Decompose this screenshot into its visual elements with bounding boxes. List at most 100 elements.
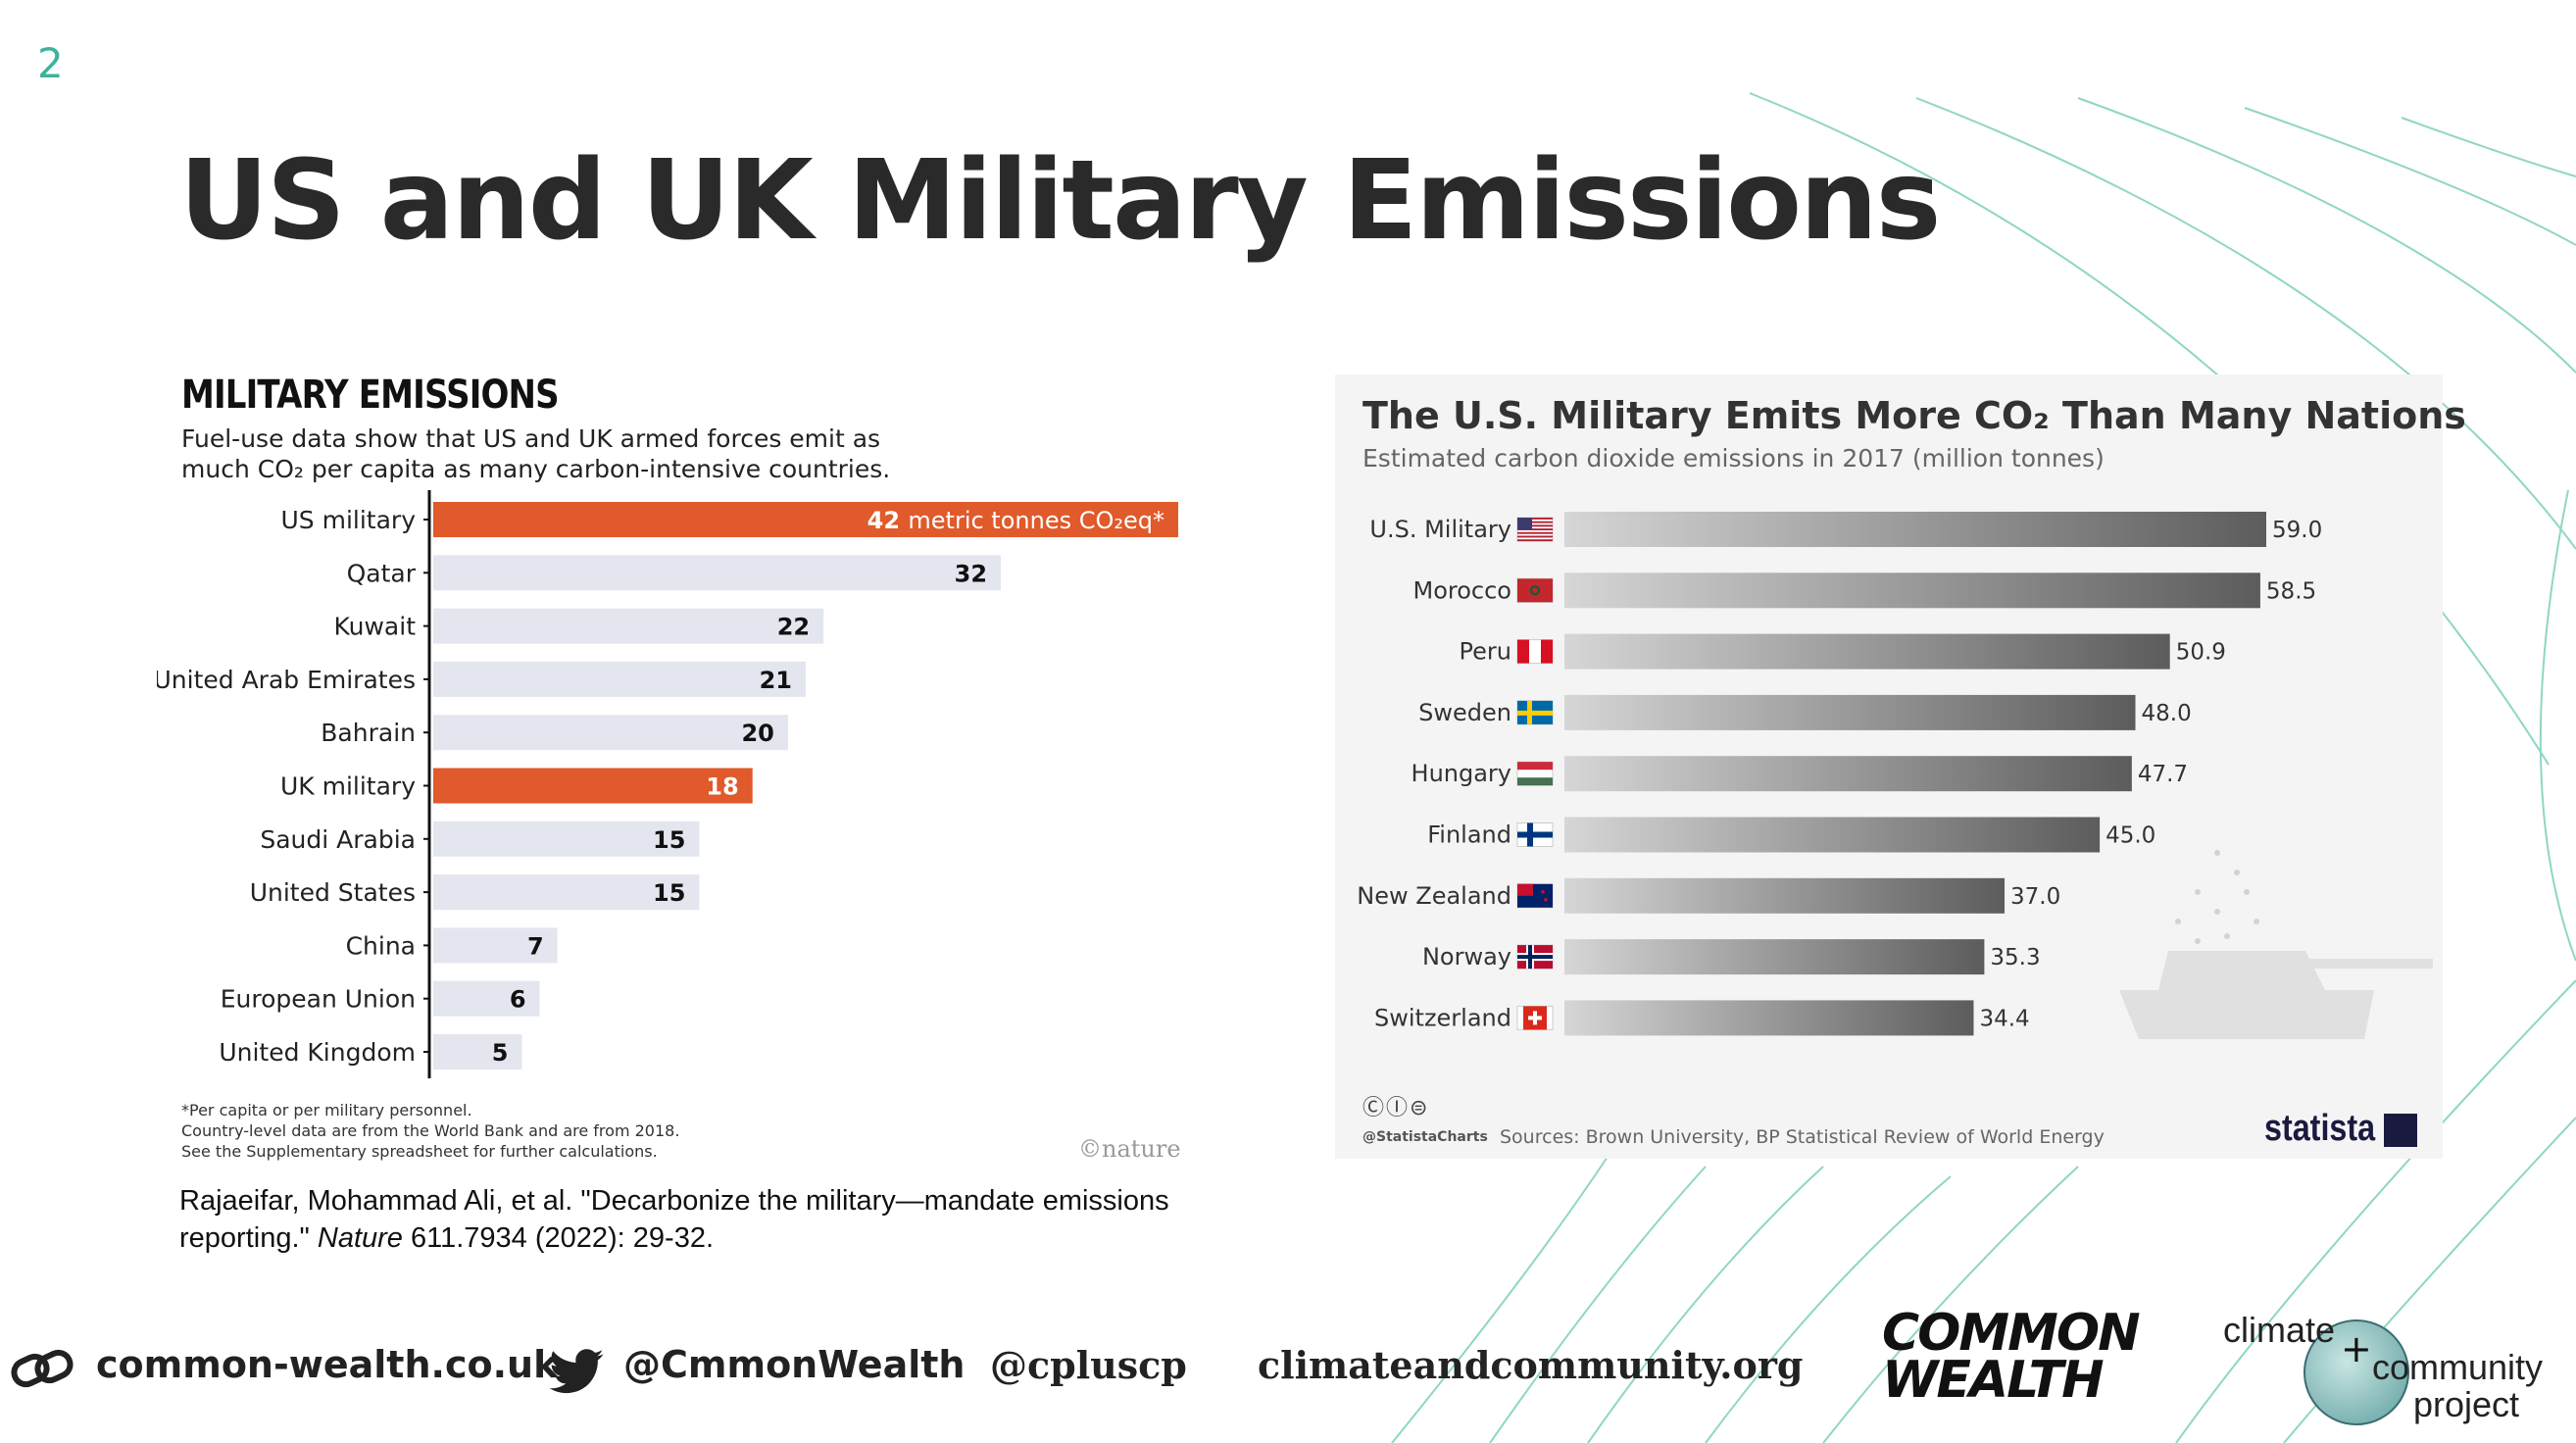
citation-details: 611.7934 (2022): 29-32. (402, 1222, 715, 1254)
statista-bar (1564, 877, 2006, 914)
nature-value-label: 22 (777, 614, 810, 641)
ccp-logo-community: community (2372, 1347, 2544, 1387)
statista-chart-subtitle: Estimated carbon dioxide emissions in 20… (1362, 444, 2105, 473)
statista-category-label: Morocco (1413, 576, 1512, 604)
new-zealand-flag-icon (1516, 883, 1554, 909)
statista-value-label: 50.9 (2176, 640, 2226, 666)
common-wealth-logo: COMMON WEALTH (1882, 1304, 2141, 1410)
statista-sources: Sources: Brown University, BP Statistica… (1500, 1126, 2105, 1148)
footer-climate-website-link[interactable]: climateandcommunity.org (1258, 1343, 1804, 1387)
statista-bar (1564, 817, 2101, 853)
statista-handle: @StatistaCharts (1362, 1129, 1488, 1145)
statista-category-label: Finland (1427, 821, 1511, 849)
nature-bar (433, 821, 700, 857)
statista-logo-icon (2384, 1114, 2417, 1147)
statista-bar-chart: U.S. Military 59.0 Morocco 58.5 Peru 50.9 Swed… (1357, 512, 2433, 1039)
nature-value-label: 5 (492, 1039, 509, 1067)
citation-journal: Nature (317, 1222, 403, 1254)
statista-value-label: 59.0 (2272, 518, 2322, 543)
slide-number: 2 (37, 39, 64, 87)
switzerland-flag-icon (1516, 1005, 1554, 1030)
statista-value-label: 47.7 (2138, 762, 2188, 787)
statista-value-label: 37.0 (2010, 884, 2060, 910)
nature-category-label: United Kingdom (219, 1038, 416, 1067)
nature-bar-highlighted (433, 502, 1178, 537)
statista-category-label: Hungary (1412, 760, 1511, 787)
link-icon (11, 1349, 74, 1388)
finland-flag-icon (1516, 822, 1554, 847)
nature-bar (433, 608, 824, 644)
nature-category-label: United States (250, 878, 416, 907)
nature-value-label: 15 (653, 826, 685, 854)
statista-bar (1564, 572, 2260, 609)
ccp-logo-circle (2304, 1319, 2409, 1425)
nature-footnote: *Per capita or per military personnel. C… (181, 1100, 679, 1162)
logo-line: WEALTH (1882, 1351, 2105, 1410)
statista-category-label: Norway (1422, 943, 1511, 970)
statista-bar (1564, 694, 2136, 730)
nature-category-label: Saudi Arabia (260, 825, 416, 854)
nature-brand: ©nature (1078, 1135, 1181, 1163)
nature-value-label: 20 (741, 720, 773, 747)
tank-illustration (2119, 850, 2433, 1039)
nature-value-label: 7 (527, 932, 544, 960)
nature-category-label: Kuwait (333, 613, 416, 641)
nature-category-label: US military (281, 506, 417, 534)
nature-value-label: 6 (510, 986, 526, 1014)
statista-category-label: Sweden (1418, 699, 1511, 726)
statista-value-label: 35.3 (1990, 945, 2040, 970)
citation-text: Rajaeifar, Mohammad Ali, et al. "Decarbo… (179, 1185, 1169, 1254)
statista-bar (1564, 633, 2170, 670)
peru-flag-icon (1516, 639, 1554, 665)
nature-value-label: 32 (955, 560, 987, 587)
footer-twitter-link[interactable]: @CmmonWealth (623, 1343, 966, 1386)
us-flag-icon (1516, 517, 1554, 542)
nature-value-label: 21 (760, 667, 792, 694)
statista-value-label: 58.5 (2266, 578, 2316, 604)
nature-bar (433, 874, 700, 911)
footnote-line: Country-level data are from the World Ba… (181, 1121, 680, 1140)
nature-bar-chart: US military 42 metric tonnes CO₂eq* Qatar 3… (157, 490, 1178, 1078)
nature-category-label: United Arab Emirates (157, 666, 416, 694)
nature-bar (433, 661, 806, 697)
slide-title: US and UK Military Emissions (179, 137, 1941, 265)
statista-value-label: 45.0 (2105, 823, 2155, 849)
hungary-flag-icon (1516, 761, 1554, 786)
nature-category-label: Qatar (347, 559, 417, 587)
statista-bar (1564, 756, 2132, 792)
nature-chart-subtitle: Fuel-use data show that US and UK armed … (181, 423, 926, 484)
morocco-flag-icon (1516, 577, 1554, 603)
footnote-line: See the Supplementary spreadsheet for fu… (181, 1142, 658, 1161)
nature-value-label: 15 (653, 879, 685, 907)
nature-category-label: European Union (221, 985, 416, 1014)
logo-line: COMMON (1882, 1304, 2141, 1363)
footer-cpluscp-link[interactable]: @cpluscp (990, 1343, 1187, 1387)
statista-value-label: 34.4 (1979, 1006, 2029, 1031)
nature-bar (433, 980, 540, 1017)
creative-commons-icons: ⒸⒾ⊜ (1362, 1096, 1430, 1120)
statista-category-label: Peru (1460, 638, 1511, 666)
subtitle-line-2: much CO₂ per capita as many carbon-inten… (181, 455, 891, 483)
twitter-icon (549, 1349, 604, 1394)
norway-flag-icon (1516, 944, 1554, 970)
statista-brand: statista (2264, 1108, 2376, 1149)
subtitle-line-1: Fuel-use data show that US and UK armed … (181, 424, 881, 453)
nature-category-label: Bahrain (321, 719, 416, 747)
nature-value-label: 18 (706, 773, 738, 801)
nature-category-label: UK military (280, 772, 416, 801)
ccp-logo-climate: climate (2223, 1310, 2336, 1350)
ccp-logo-project: project (2413, 1384, 2520, 1424)
footnote-line: *Per capita or per military personnel. (181, 1101, 472, 1120)
statista-value-label: 48.0 (2142, 701, 2192, 726)
footer-website-link[interactable]: common-wealth.co.uk (96, 1343, 559, 1386)
nature-bar-highlighted (433, 768, 753, 804)
nature-bar (433, 715, 788, 751)
nature-chart-title: MILITARY EMISSIONS (181, 373, 560, 418)
nature-bar (433, 927, 558, 964)
ccp-logo-plus: + (2341, 1327, 2372, 1370)
statista-category-label: Switzerland (1374, 1004, 1511, 1031)
citation: Rajaeifar, Mohammad Ali, et al. "Decarbo… (179, 1182, 1307, 1257)
sweden-flag-icon (1516, 700, 1554, 725)
nature-bar (433, 555, 1002, 591)
